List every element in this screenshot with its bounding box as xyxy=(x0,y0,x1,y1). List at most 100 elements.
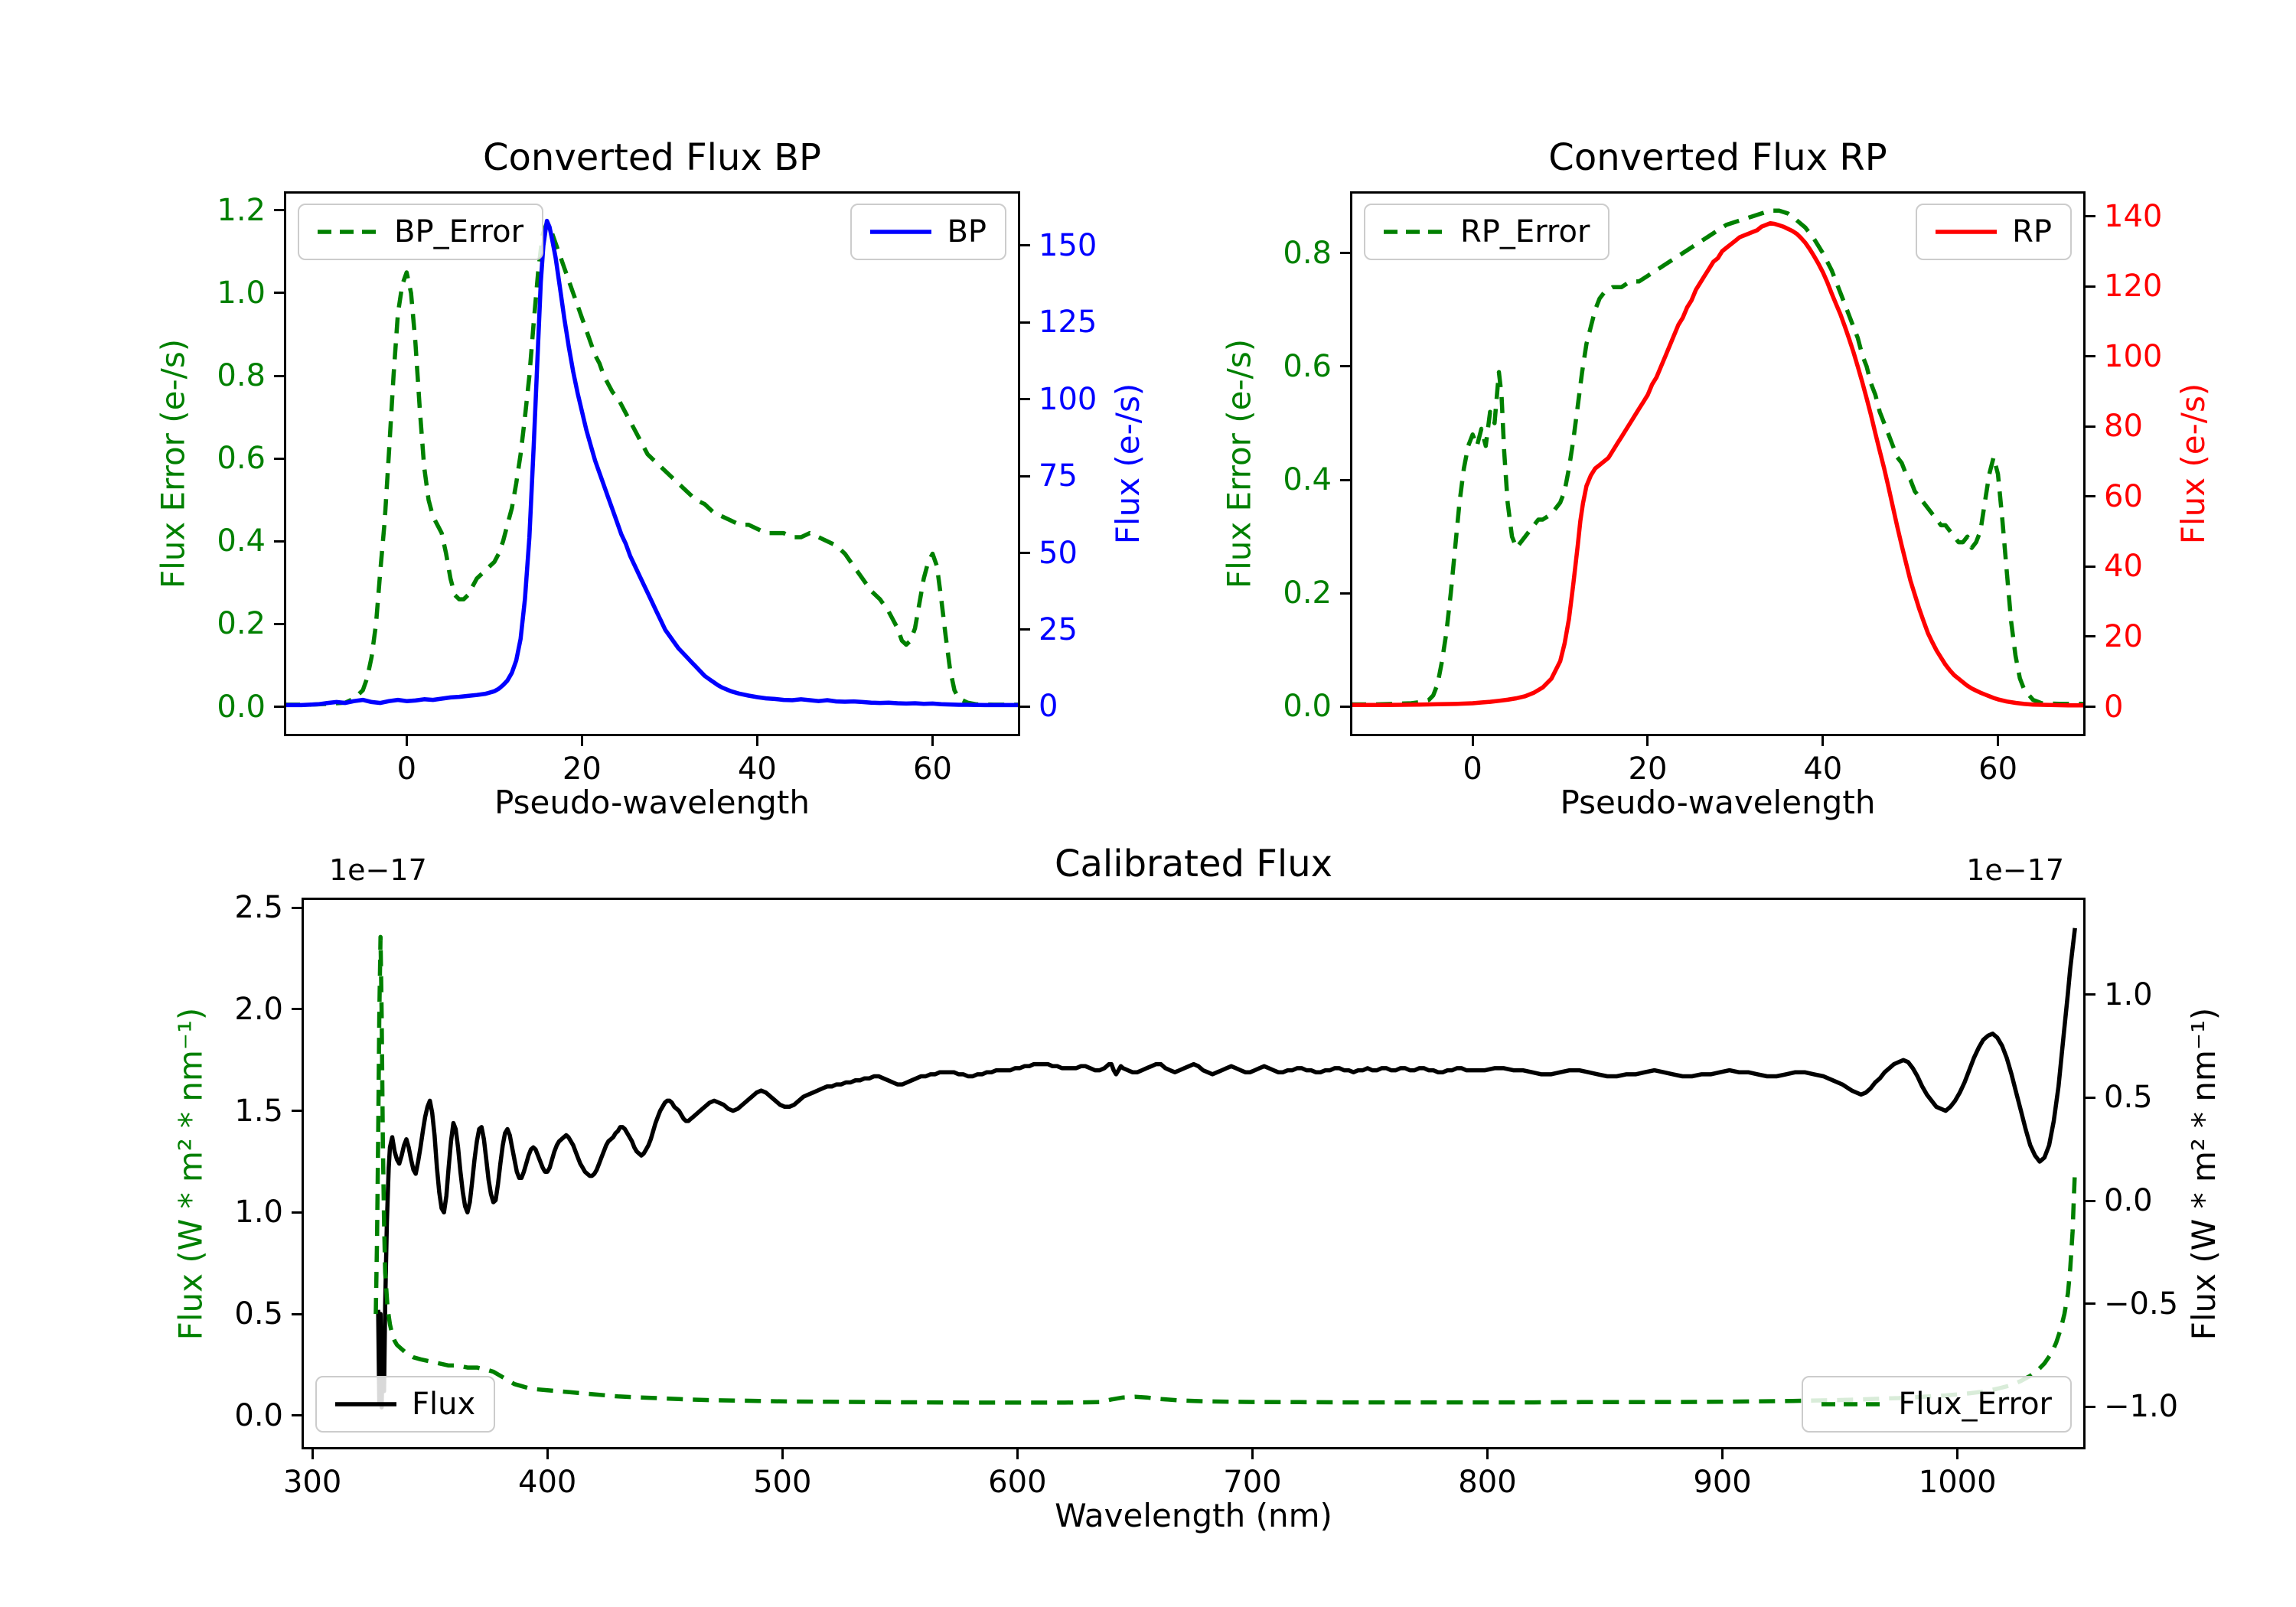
plot-frame xyxy=(284,191,1020,736)
tick-label: 0.5 xyxy=(2104,1080,2153,1116)
tick-mark xyxy=(1956,1449,1959,1459)
tick-mark xyxy=(1340,478,1350,481)
tick-label: 0 xyxy=(396,751,417,787)
tick-mark xyxy=(1486,1449,1489,1459)
series-flux xyxy=(376,927,2077,1410)
tick-label: 900 xyxy=(1693,1465,1752,1500)
tick-label: 60 xyxy=(1978,751,2018,787)
bp-ylabel-left: Flux Error (e-/s) xyxy=(154,338,192,589)
tick-label: 40 xyxy=(2104,549,2143,585)
tick-label: 0.8 xyxy=(1283,235,1332,271)
tick-label: 150 xyxy=(1039,227,1097,263)
tick-label: 1.0 xyxy=(234,1195,283,1231)
tick-label: 100 xyxy=(2104,338,2163,374)
tick-mark xyxy=(1020,628,1030,631)
legend-line-sample xyxy=(1936,230,1998,234)
tick-label: 40 xyxy=(1803,751,1843,787)
tick-label: 50 xyxy=(1039,535,1078,571)
series-bp xyxy=(284,218,1020,708)
tick-mark xyxy=(405,736,408,746)
legend-label: RP xyxy=(2012,214,2052,249)
legend-label: BP_Error xyxy=(394,214,524,249)
series-bp_error xyxy=(284,220,1020,707)
tick-label: 80 xyxy=(2104,409,2143,445)
tick-mark xyxy=(755,736,758,746)
rp-chart: Converted Flux RP Flux Error (e-/s) Flux… xyxy=(1221,136,2212,821)
tick-mark xyxy=(931,736,934,746)
tick-label: 60 xyxy=(2104,478,2143,514)
tick-label: 20 xyxy=(1628,751,1668,787)
tick-mark xyxy=(1020,244,1030,247)
legend-rp_error: RP_Error xyxy=(1364,204,1610,260)
tick-mark xyxy=(292,1008,302,1011)
rp-plot-area xyxy=(1350,191,2086,736)
tick-label: −1.0 xyxy=(2104,1389,2179,1425)
tick-label: 1.0 xyxy=(2104,976,2153,1012)
tick-mark xyxy=(1016,1449,1019,1459)
tick-mark xyxy=(546,1449,549,1459)
tick-label: 140 xyxy=(2104,198,2163,234)
tick-label: 400 xyxy=(518,1465,577,1500)
tick-label: 1.0 xyxy=(217,275,266,311)
series-rp_error xyxy=(1350,208,2086,707)
tick-mark xyxy=(2086,706,2095,709)
legend-flux_error: Flux_Error xyxy=(1802,1376,2072,1433)
bp-plot-area xyxy=(284,191,1020,736)
tick-mark xyxy=(1020,552,1030,555)
tick-mark xyxy=(1340,365,1350,368)
bp-ylabel-right: Flux (e-/s) xyxy=(1108,383,1146,545)
tick-label: 60 xyxy=(913,751,952,787)
tick-mark xyxy=(1020,705,1030,708)
bp-xlabel: Pseudo-wavelength xyxy=(494,784,810,821)
tick-mark xyxy=(274,374,284,377)
calibrated-flux-chart: Calibrated Flux 1e−17 1e−17 Flux (W * m²… xyxy=(172,843,2223,1534)
tick-mark xyxy=(1471,736,1474,746)
tick-label: 0.8 xyxy=(217,358,266,394)
legend-label: Flux_Error xyxy=(1898,1387,2052,1422)
tick-label: 40 xyxy=(737,751,777,787)
legend-bp: BP xyxy=(850,204,1006,260)
tick-label: 0 xyxy=(1039,689,1058,725)
tick-mark xyxy=(274,292,284,295)
tick-label: 0.5 xyxy=(234,1296,283,1332)
tick-label: 125 xyxy=(1039,305,1097,341)
tick-mark xyxy=(292,1211,302,1214)
plot-frame xyxy=(302,898,2086,1449)
tick-mark xyxy=(2086,565,2095,568)
tick-mark xyxy=(2086,635,2095,638)
tick-mark xyxy=(1340,705,1350,708)
tick-label: 0 xyxy=(1463,751,1482,787)
legend-bp_error: BP_Error xyxy=(298,204,544,260)
rp-ylabel-left: Flux Error (e-/s) xyxy=(1220,338,1258,589)
cal-right-axis-offset-text: 1e−17 xyxy=(1966,853,2064,887)
tick-mark xyxy=(2086,1302,2095,1305)
tick-mark xyxy=(580,736,583,746)
tick-label: 20 xyxy=(562,751,602,787)
rp-xlabel: Pseudo-wavelength xyxy=(1560,784,1876,821)
legend-line-sample xyxy=(335,1402,396,1407)
tick-label: 0.0 xyxy=(1283,689,1332,725)
tick-mark xyxy=(274,622,284,625)
series-rp xyxy=(1350,220,2086,708)
tick-mark xyxy=(2086,425,2095,428)
tick-mark xyxy=(1340,252,1350,255)
bp-chart: Converted Flux BP Flux Error (e-/s) Flux… xyxy=(155,136,1146,821)
tick-label: 500 xyxy=(753,1465,812,1500)
tick-label: 0.0 xyxy=(234,1397,283,1433)
rp-ylabel-right: Flux (e-/s) xyxy=(2174,383,2212,545)
cal-ylabel-left: Flux (W * m² * nm⁻¹) xyxy=(171,1007,210,1340)
tick-mark xyxy=(274,457,284,460)
legend-flux: Flux xyxy=(315,1376,496,1433)
tick-label: 25 xyxy=(1039,611,1078,647)
tick-label: 0.2 xyxy=(217,606,266,642)
tick-mark xyxy=(2086,993,2095,996)
tick-mark xyxy=(2086,215,2095,217)
cal-ylabel-right: Flux (W * m² * nm⁻¹) xyxy=(2185,1007,2223,1340)
tick-label: −0.5 xyxy=(2104,1286,2179,1322)
rp-title: Converted Flux RP xyxy=(1548,136,1887,179)
tick-mark xyxy=(2086,495,2095,498)
tick-label: 20 xyxy=(2104,618,2143,654)
tick-label: 1000 xyxy=(1918,1465,1997,1500)
series-flux_error xyxy=(373,934,2077,1405)
